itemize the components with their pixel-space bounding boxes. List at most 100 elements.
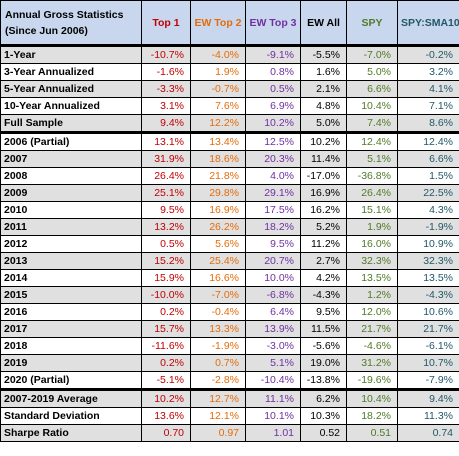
table-row: 2018 -11.6% -1.9% -3.0% -5.6% -4.6% -6.1%: [0, 337, 459, 355]
value-cell: 6.6%: [397, 150, 459, 168]
value-cell: -7.9%: [397, 371, 459, 390]
table-row: 2008 26.4% 21.8% 4.0% -17.0% -36.8% 1.5%: [0, 167, 459, 185]
table-row: 2007 31.9% 18.6% 20.3% 11.4% 5.1% 6.6%: [0, 150, 459, 168]
value-cell: 11.4%: [300, 150, 347, 168]
value-cell: 0.8%: [245, 63, 301, 81]
row-label: 2020 (Partial): [0, 371, 142, 390]
value-cell: 0.70: [141, 424, 191, 442]
value-cell: -13.8%: [300, 371, 347, 390]
value-cell: 26.4%: [141, 167, 191, 185]
value-cell: 8.6%: [397, 114, 459, 133]
table-row: 2017 15.7% 13.3% 13.9% 11.5% 21.7% 21.7%: [0, 320, 459, 338]
value-cell: 10.2%: [245, 114, 301, 133]
value-cell: -7.0%: [346, 44, 398, 64]
value-cell: -5.5%: [300, 44, 347, 64]
value-cell: 29.1%: [245, 184, 301, 202]
value-cell: 4.1%: [397, 80, 459, 98]
row-label: Standard Deviation: [0, 407, 142, 425]
value-cell: 15.1%: [346, 201, 398, 219]
value-cell: 0.74: [397, 424, 459, 442]
value-cell: 0.2%: [141, 354, 191, 372]
table-row: 5-Year Annualized -3.3% -0.7% 0.5% 2.1% 6.6% 4…: [0, 80, 459, 98]
table-row: 10-Year Annualized 3.1% 7.6% 6.9% 4.8% 10.4% 7…: [0, 97, 459, 115]
value-cell: 5.0%: [346, 63, 398, 81]
value-cell: 25.1%: [141, 184, 191, 202]
value-cell: -19.6%: [346, 371, 398, 390]
value-cell: 0.5%: [245, 80, 301, 98]
value-cell: -6.1%: [397, 337, 459, 355]
value-cell: -0.4%: [190, 303, 246, 321]
value-cell: 13.3%: [190, 320, 246, 338]
value-cell: 4.0%: [245, 167, 301, 185]
row-label: Full Sample: [0, 114, 142, 133]
value-cell: 19.0%: [300, 354, 347, 372]
value-cell: 10.2%: [141, 388, 191, 408]
header-row: Annual Gross Statistics (Since Jun 2006)…: [0, 0, 459, 46]
column-header-top-1: Top 1: [141, 0, 191, 46]
value-cell: 15.7%: [141, 320, 191, 338]
value-cell: 29.8%: [190, 184, 246, 202]
value-cell: -0.2%: [397, 44, 459, 64]
value-cell: 1.9%: [346, 218, 398, 236]
value-cell: 4.2%: [300, 269, 347, 287]
value-cell: -6.8%: [245, 286, 301, 304]
value-cell: -1.6%: [141, 63, 191, 81]
value-cell: 26.4%: [346, 184, 398, 202]
table-subtitle: (Since Jun 2006): [5, 24, 88, 37]
value-cell: -7.0%: [190, 286, 246, 304]
value-cell: 10.1%: [245, 407, 301, 425]
value-cell: 13.6%: [141, 407, 191, 425]
table-row: 2013 15.2% 25.4% 20.7% 2.7% 32.3% 32.3%: [0, 252, 459, 270]
row-label: 2012: [0, 235, 142, 253]
value-cell: 5.1%: [245, 354, 301, 372]
table-row: 2009 25.1% 29.8% 29.1% 16.9% 26.4% 22.5%: [0, 184, 459, 202]
value-cell: 21.7%: [397, 320, 459, 338]
value-cell: 31.9%: [141, 150, 191, 168]
row-label: 2016: [0, 303, 142, 321]
value-cell: 13.9%: [245, 320, 301, 338]
value-cell: 17.5%: [245, 201, 301, 219]
value-cell: 26.2%: [190, 218, 246, 236]
value-cell: 1.01: [245, 424, 301, 442]
value-cell: 16.6%: [190, 269, 246, 287]
value-cell: 10.2%: [300, 131, 347, 151]
row-label: 2017: [0, 320, 142, 338]
value-cell: -11.6%: [141, 337, 191, 355]
table-row: 2019 0.2% 0.7% 5.1% 19.0% 31.2% 10.7%: [0, 354, 459, 372]
value-cell: 10.4%: [346, 388, 398, 408]
value-cell: -9.1%: [245, 44, 301, 64]
value-cell: 10.4%: [346, 97, 398, 115]
value-cell: -4.3%: [397, 286, 459, 304]
row-label: 2011: [0, 218, 142, 236]
value-cell: 5.1%: [346, 150, 398, 168]
value-cell: 32.3%: [397, 252, 459, 270]
table-title: Annual Gross Statistics: [5, 8, 124, 21]
value-cell: -4.3%: [300, 286, 347, 304]
value-cell: 11.2%: [300, 235, 347, 253]
value-cell: 16.9%: [190, 201, 246, 219]
value-cell: 5.6%: [190, 235, 246, 253]
table-row: 2006 (Partial) 13.1% 13.4% 12.5% 10.2% 12.4% 1…: [0, 131, 459, 151]
row-label: Sharpe Ratio: [0, 424, 142, 442]
value-cell: 15.2%: [141, 252, 191, 270]
value-cell: -10.0%: [141, 286, 191, 304]
value-cell: -0.7%: [190, 80, 246, 98]
value-cell: 9.5%: [245, 235, 301, 253]
row-label: 2007-2019 Average: [0, 388, 142, 408]
value-cell: 12.7%: [190, 388, 246, 408]
row-label: 2006 (Partial): [0, 131, 142, 151]
column-header-spy: SPY: [346, 0, 398, 46]
value-cell: 0.5%: [141, 235, 191, 253]
table-body: 1-Year -10.7% -4.0% -9.1% -5.5% -7.0% -0.2% 3-Y…: [0, 44, 459, 442]
value-cell: 18.6%: [190, 150, 246, 168]
value-cell: 21.7%: [346, 320, 398, 338]
value-cell: 16.0%: [346, 235, 398, 253]
row-label: 3-Year Annualized: [0, 63, 142, 81]
value-cell: -5.1%: [141, 371, 191, 390]
annual-gross-statistics-table: Annual Gross Statistics (Since Jun 2006)…: [0, 0, 459, 442]
value-cell: 12.4%: [346, 131, 398, 151]
value-cell: 12.1%: [190, 407, 246, 425]
value-cell: 0.52: [300, 424, 347, 442]
table-row: 3-Year Annualized -1.6% 1.9% 0.8% 1.6% 5.0% 3.…: [0, 63, 459, 81]
